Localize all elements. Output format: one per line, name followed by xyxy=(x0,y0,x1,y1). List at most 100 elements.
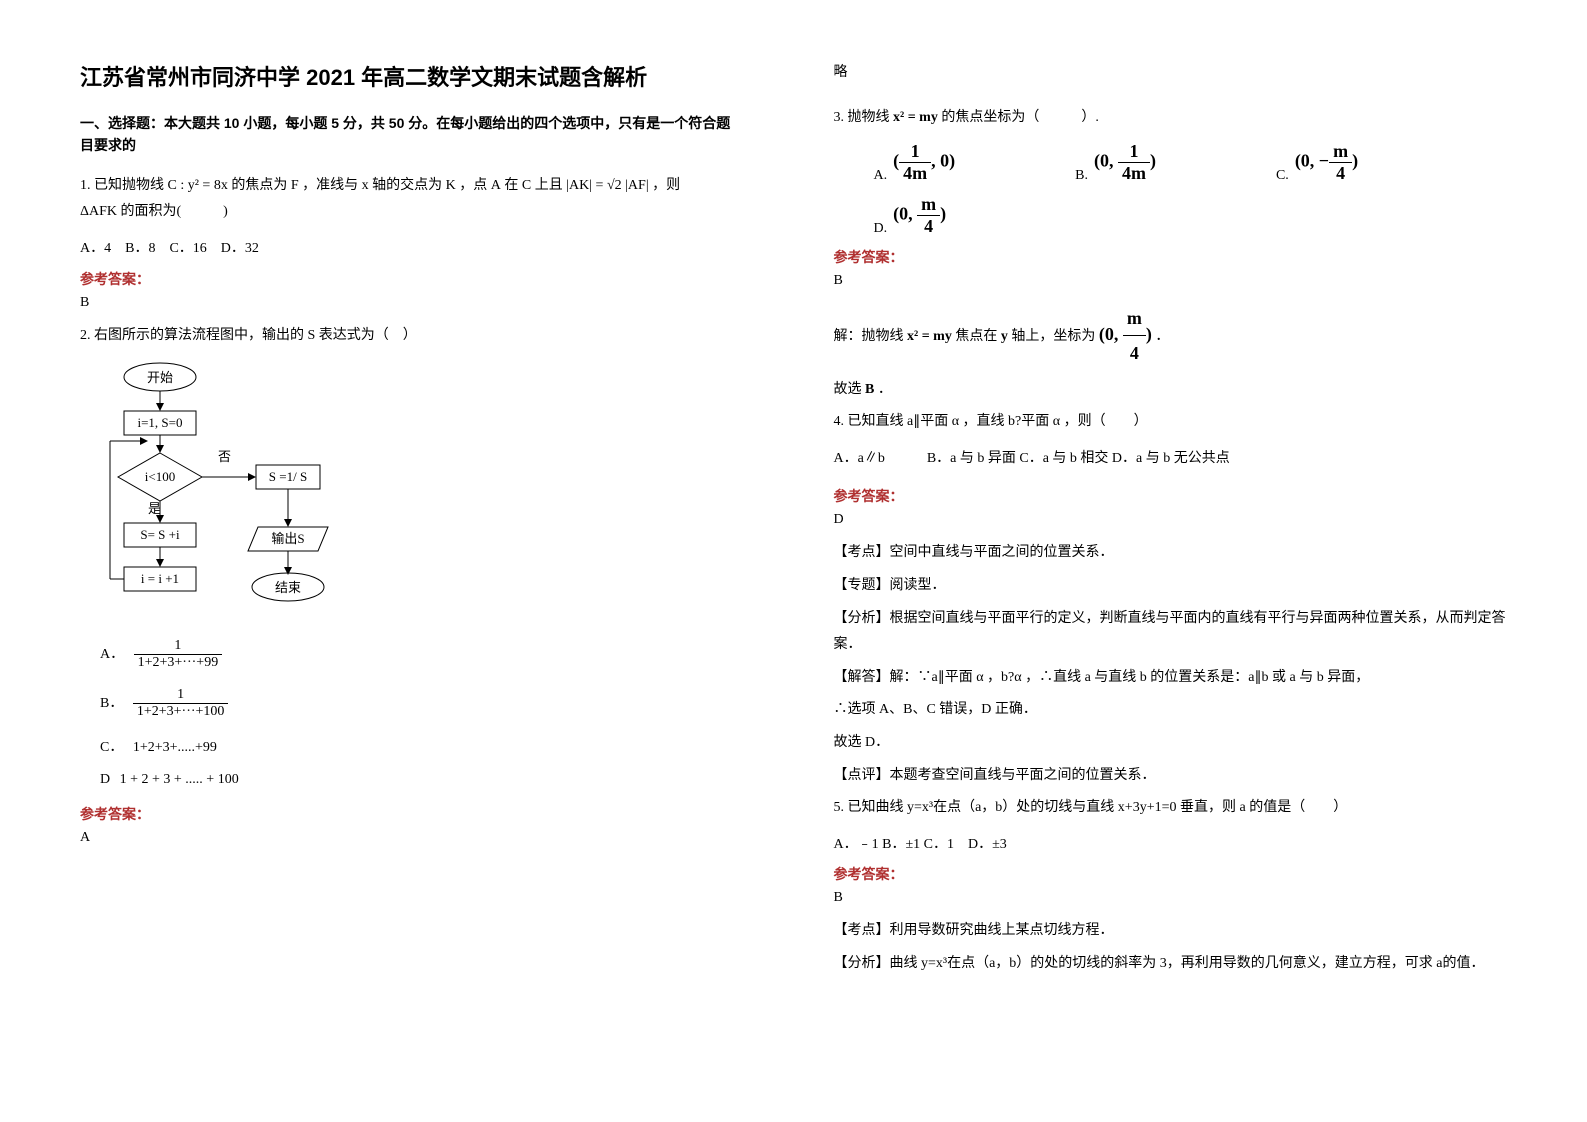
q2-optA-label: A． xyxy=(100,647,124,662)
right-column: 略 3. 抛物线 x² = my 的焦点坐标为（ ）. A. (14m, 0) … xyxy=(794,0,1587,1122)
left-column: 江苏省常州市同济中学 2021 年高二数学文期末试题含解析 一、选择题：本大题共… xyxy=(0,0,794,1122)
flowchart-svg: 开始 i=1, S=0 i<100 是 否 S =1/ S xyxy=(100,361,360,621)
q3-sol-mid1: 焦点在 xyxy=(955,329,997,344)
q2-optA: A． 1 1+2+3+···+99 xyxy=(100,638,734,671)
fc-yes: 是 xyxy=(148,501,161,516)
q4-zhuanti: 【专题】阅读型． xyxy=(834,573,1508,600)
q3-optA-label: A. xyxy=(874,168,888,184)
q4-jieda-label: 【解答】 xyxy=(834,670,890,685)
q5-fenxi-label: 【分析】 xyxy=(834,956,890,971)
q2-optC-label: C． xyxy=(100,740,123,755)
q3-sol-mid2: 轴上，坐标为 xyxy=(1011,329,1095,344)
q3-optD: D. (0, m4) xyxy=(874,194,947,237)
q3-optC-label: C. xyxy=(1276,168,1289,184)
q5-kaodian-label: 【考点】 xyxy=(834,923,890,938)
q1-mid3: 轴的交点为 xyxy=(372,178,442,193)
q3-answer-label: 参考答案： xyxy=(834,247,1508,267)
q1-formula2: |AK| = √2 |AF| xyxy=(566,178,648,193)
q5-fenxi: 【分析】曲线 y=x³在点（a，b）的处的切线的斜率为 3，再利用导数的几何意义… xyxy=(834,951,1508,978)
q5-answer: B xyxy=(834,890,1508,906)
question-4: 4. 已知直线 a∥平面 α ，直线 b?平面 α ，则（ ） xyxy=(834,409,1508,436)
q3-formula: x² = my xyxy=(893,110,938,125)
q4-answer: D xyxy=(834,512,1508,528)
q1-mid5: 在 xyxy=(504,178,518,193)
q3-sol-f1: x² = my xyxy=(907,329,952,344)
q4-answer-label: 参考答案： xyxy=(834,486,1508,506)
q2-optB-den: 1+2+3+···+100 xyxy=(133,704,229,720)
q1-x: x xyxy=(362,178,369,193)
q4-dianping-text: 本题考查空间直线与平面之间的位置关系． xyxy=(890,768,1156,783)
q3-options-row2: D. (0, m4) xyxy=(874,194,1508,237)
q1-line2tail: 的面积为( ) xyxy=(121,204,228,219)
q3-sol-coord: (0, m4) xyxy=(1099,324,1152,344)
q4-jieda1-text: 解：∵a∥平面 α ，b?α ，∴直线 a 与直线 b 的位置关系是：a∥b 或… xyxy=(890,670,1370,685)
q5-options: A．﹣1 B．±1 C．1 D．±3 xyxy=(834,832,1508,859)
fc-no: 否 xyxy=(218,449,231,464)
q3-prefix: 3. 抛物线 xyxy=(834,110,890,125)
q4-fenxi: 【分析】根据空间直线与平面平行的定义，判断直线与平面内的直线有平行与异面两种位置… xyxy=(834,606,1508,659)
q1-mid1: 的焦点为 xyxy=(231,178,287,193)
fc-start: 开始 xyxy=(147,370,173,385)
q4-dianping: 【点评】本题考查空间直线与平面之间的位置关系． xyxy=(834,763,1508,790)
question-2: 2. 右图所示的算法流程图中，输出的 S 表达式为（ ） xyxy=(80,323,734,350)
fc-inv: S =1/ S xyxy=(269,469,307,484)
q3-answer: B xyxy=(834,273,1508,289)
q2-optB-num: 1 xyxy=(133,687,229,704)
q3-options-row1: A. (14m, 0) B. (0, 14m) C. (0, −m4) xyxy=(874,141,1508,184)
q3-optA: A. (14m, 0) xyxy=(874,141,956,184)
q4-kaodian-label: 【考点】 xyxy=(834,545,890,560)
q2-optD-label: D xyxy=(100,772,110,787)
question-1: 1. 已知抛物线 C : y² = 8x 的焦点为 F ，准线与 x 轴的交点为… xyxy=(80,173,734,226)
q3-optD-label: D. xyxy=(874,221,888,237)
q1-mid4: ，点 xyxy=(459,178,487,193)
q2-answer-label: 参考答案： xyxy=(80,804,734,824)
q1-mid6: 上且 xyxy=(535,178,563,193)
q1-K: K xyxy=(446,178,456,193)
fc-cond: i<100 xyxy=(145,469,175,484)
q5-kaodian-text: 利用导数研究曲线上某点切线方程． xyxy=(890,923,1114,938)
q1-formula1: C : y² = 8x xyxy=(168,178,228,193)
q2-optC-text: 1+2+3+.....+99 xyxy=(133,740,217,755)
q1-A: A xyxy=(491,178,501,193)
q4-fenxi-label: 【分析】 xyxy=(834,611,890,626)
q4-options: A．a∥b B．a 与 b 异面 C．a 与 b 相交 D．a 与 b 无公共点 xyxy=(834,446,1508,473)
q1-answer-label: 参考答案： xyxy=(80,269,734,289)
q4-jieda1: 【解答】解：∵a∥平面 α ，b?α ，∴直线 a 与直线 b 的位置关系是：a… xyxy=(834,665,1508,692)
q5-kaodian: 【考点】利用导数研究曲线上某点切线方程． xyxy=(834,918,1508,945)
q2-extra: 略 xyxy=(834,60,1508,87)
q1-F: F xyxy=(291,178,299,193)
flowchart: 开始 i=1, S=0 i<100 是 否 S =1/ S xyxy=(100,361,734,626)
q1-prefix: 1. 已知抛物线 xyxy=(80,178,164,193)
q2-optB: B． 1 1+2+3+···+100 xyxy=(100,687,734,720)
q3-optB: B. (0, 14m) xyxy=(1075,141,1156,184)
fc-acc: S= S +i xyxy=(140,527,180,542)
q2-optC: C． 1+2+3+.....+99 xyxy=(100,736,734,756)
question-3: 3. 抛物线 x² = my 的焦点坐标为（ ）. xyxy=(834,105,1508,132)
q3-conclude: 故选 B ． xyxy=(834,377,1508,404)
fc-init: i=1, S=0 xyxy=(137,415,182,430)
fc-end: 结束 xyxy=(275,580,301,595)
q4-jieda3: 故选 D． xyxy=(834,730,1508,757)
question-5: 5. 已知曲线 y=x³在点（a，b）处的切线与直线 x+3y+1=0 垂直，则… xyxy=(834,795,1508,822)
q3-tail: 的焦点坐标为（ ）. xyxy=(941,110,1099,125)
q2-optA-den: 1+2+3+···+99 xyxy=(134,655,223,671)
q5-fenxi-text: 曲线 y=x³在点（a，b）的处的切线的斜率为 3，再利用导数的几何意义，建立方… xyxy=(890,956,1485,971)
fc-out: 输出S xyxy=(271,531,304,546)
q1-mid2: ，准线与 xyxy=(302,178,358,193)
q3-sol-tail: ． xyxy=(1155,329,1169,344)
q1-options: A．4 B．8 C．16 D．32 xyxy=(80,236,734,263)
q4-zhuanti-text: 阅读型． xyxy=(890,578,946,593)
section-heading: 一、选择题：本大题共 10 小题，每小题 5 分，共 50 分。在每小题给出的四… xyxy=(80,112,734,157)
q4-jieda2: ∴选项 A、B、C 错误，D 正确． xyxy=(834,697,1508,724)
fc-inc: i = i +1 xyxy=(141,571,179,586)
q4-kaodian: 【考点】空间中直线与平面之间的位置关系． xyxy=(834,540,1508,567)
q3-solution: 解：抛物线 x² = my 焦点在 y 轴上，坐标为 (0, m4) ． xyxy=(834,301,1508,370)
q1-triangle: ΔAFK xyxy=(80,204,117,219)
q1-answer: B xyxy=(80,295,734,311)
q2-answer: A xyxy=(80,830,734,846)
q2-optD-text: 1 + 2 + 3 + ..... + 100 xyxy=(120,772,239,787)
document-title: 江苏省常州市同济中学 2021 年高二数学文期末试题含解析 xyxy=(80,60,734,92)
q3-optB-label: B. xyxy=(1075,168,1088,184)
q2-optB-label: B． xyxy=(100,696,123,711)
q3-sol-prefix: 解：抛物线 xyxy=(834,329,904,344)
